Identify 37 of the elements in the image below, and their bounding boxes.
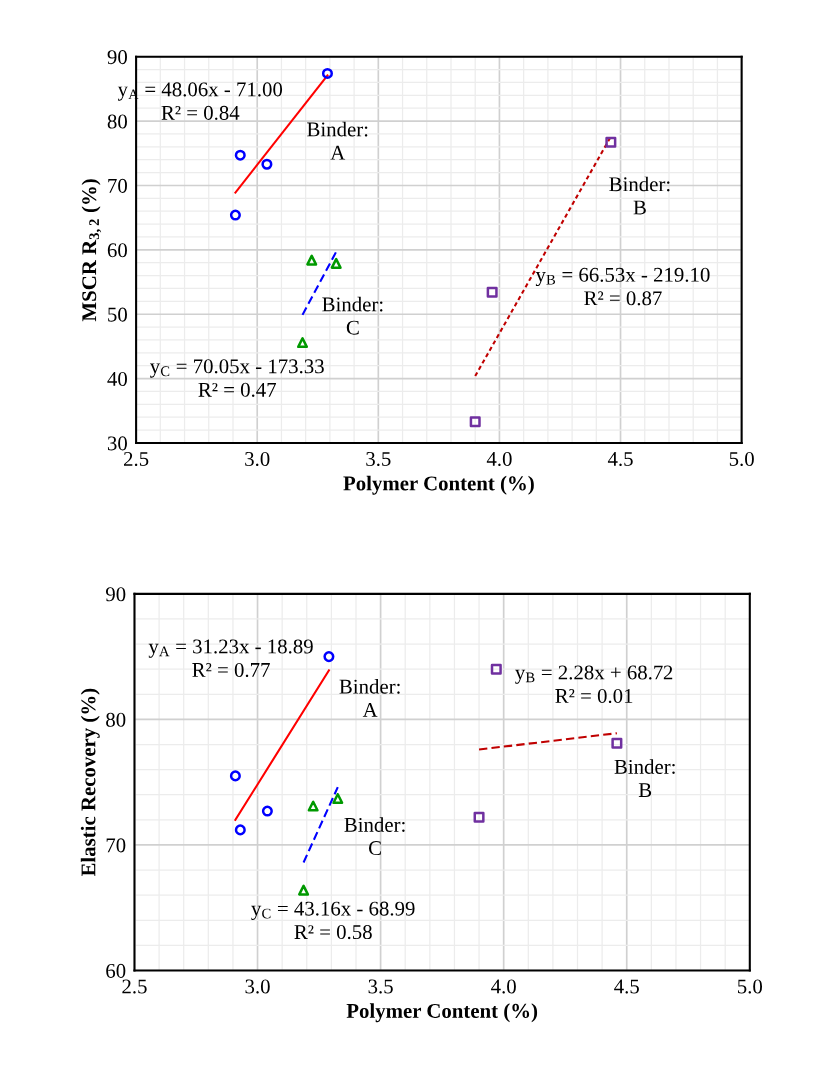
y-tick-label: 80 — [106, 712, 126, 727]
annotation: Binder: C — [322, 296, 383, 335]
y-tick-label: 70 — [108, 178, 127, 193]
y-tick-label: 50 — [108, 307, 127, 322]
y-axis-title: MSCR R$_{3,2}$ (%) — [81, 179, 102, 322]
x-tick-label: 3.0 — [245, 979, 270, 994]
annotation: y$_{C}$ = 43.16x - 68.99 R² = 0.58 — [251, 901, 415, 940]
x-tick-label: 4.5 — [614, 979, 639, 994]
y-tick-label: 70 — [106, 838, 126, 853]
annotation: Binder: B — [609, 176, 670, 215]
annotation: Binder: A — [339, 679, 400, 717]
x-tick-label: 3.5 — [366, 451, 391, 467]
x-axis-title: Polymer Content (%) — [346, 1003, 538, 1023]
annotation: Binder: B — [614, 759, 675, 797]
x-tick-label: 2.5 — [124, 451, 149, 467]
x-tick-label: 2.5 — [122, 979, 147, 994]
y-tick-label: 90 — [107, 50, 127, 65]
x-tick-label: 4.5 — [607, 452, 633, 467]
y-tick-label: 40 — [107, 371, 127, 387]
x-tick-label: 3.0 — [245, 451, 270, 467]
annotation: Binder: C — [344, 817, 405, 856]
annotation: y$_{B}$ = 66.53x - 219.10 R² = 0.87 — [535, 267, 710, 306]
x-tick-label: 5.0 — [729, 451, 754, 467]
x-tick-label: 4.0 — [491, 979, 516, 994]
annotation: y$_{A}$ = 31.23x - 18.89 R² = 0.77 — [148, 639, 313, 678]
x-axis-title: Polymer Content (%) — [343, 475, 534, 495]
annotation: Binder: A — [307, 121, 368, 160]
x-tick-label: 3.5 — [368, 979, 393, 994]
y-tick-label: 30 — [107, 436, 127, 451]
x-tick-label: 4.0 — [486, 451, 512, 467]
annotation: y$_{C}$ = 70.05x - 173.33 R² = 0.47 — [149, 359, 324, 397]
annotation: y$_{B}$ = 2.28x + 68.72 R² = 0.01 — [515, 665, 673, 704]
y-tick-label: 60 — [106, 963, 126, 978]
y-tick-label: 60 — [107, 243, 127, 258]
y-axis-title: Elastic Recovery (%) — [80, 688, 100, 877]
y-tick-label: 90 — [105, 587, 126, 602]
x-tick-label: 5.0 — [737, 979, 763, 994]
